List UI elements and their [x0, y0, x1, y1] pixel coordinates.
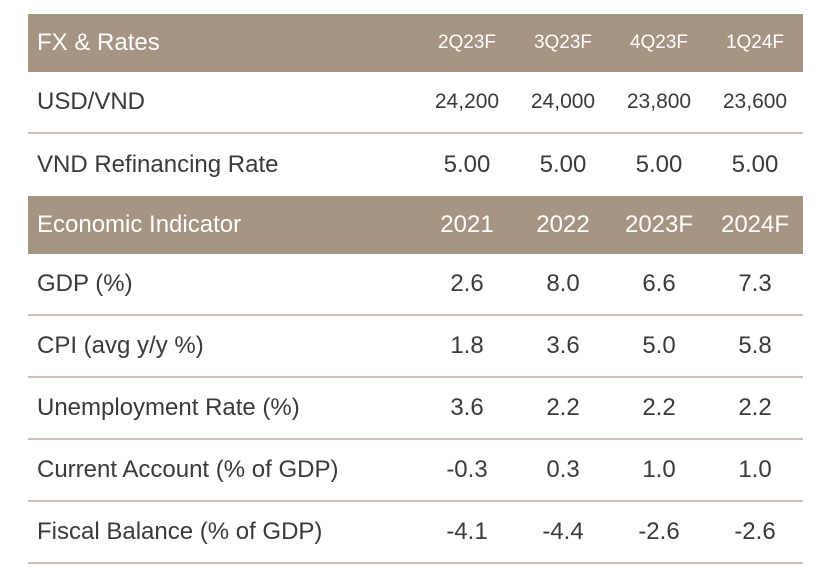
table-row: CPI (avg y/y %) 1.8 3.6 5.0 5.8 — [28, 316, 803, 378]
column-header: 3Q23F — [533, 32, 593, 53]
column-header: 2023F — [624, 211, 694, 238]
table-cell: 5.00 — [539, 151, 587, 178]
table-row: Current Account (% of GDP) -0.3 0.3 1.0 … — [28, 440, 803, 502]
row-label: USD/VND — [37, 88, 146, 115]
column-header: 2022 — [536, 211, 590, 238]
table-cell: 5.0 — [642, 332, 676, 359]
table-row: USD/VND 24,200 24,000 23,800 23,600 — [28, 72, 803, 134]
column-header: 1Q24F — [725, 32, 785, 53]
column-header: 2021 — [440, 211, 494, 238]
table-cell: -2.6 — [734, 518, 776, 545]
table-cell: 24,000 — [530, 90, 596, 113]
table-cell: 2.6 — [450, 270, 484, 297]
forecast-table: FX & Rates 2Q23F 3Q23F 4Q23F 1Q24F USD/V… — [28, 14, 803, 564]
row-label: Current Account (% of GDP) — [37, 456, 339, 483]
table-cell: 0.3 — [546, 456, 580, 483]
table-row: GDP (%) 2.6 8.0 6.6 7.3 — [28, 254, 803, 316]
table-cell: 8.0 — [546, 270, 580, 297]
row-label: Unemployment Rate (%) — [37, 394, 300, 421]
table-row: VND Refinancing Rate 5.00 5.00 5.00 5.00 — [28, 134, 803, 196]
table-cell: -4.4 — [542, 518, 584, 545]
table-cell: 2.2 — [738, 394, 772, 421]
table-cell: 23,600 — [722, 90, 788, 113]
table-cell: 5.00 — [731, 151, 779, 178]
table-cell: 7.3 — [738, 270, 772, 297]
table-cell: 24,200 — [434, 90, 500, 113]
column-header: 2Q23F — [437, 32, 497, 53]
fx-rates-header-label: FX & Rates — [37, 29, 160, 56]
table-cell: 1.8 — [450, 332, 484, 359]
table-cell: 6.6 — [642, 270, 676, 297]
table-cell: 5.00 — [635, 151, 683, 178]
table-cell: -0.3 — [446, 456, 488, 483]
table-cell: -4.1 — [446, 518, 488, 545]
row-label: Fiscal Balance (% of GDP) — [37, 518, 323, 545]
table-cell: 3.6 — [546, 332, 580, 359]
fx-rates-header-row: FX & Rates 2Q23F 3Q23F 4Q23F 1Q24F — [28, 14, 803, 72]
economic-indicator-header-label: Economic Indicator — [37, 211, 242, 238]
table-cell: -2.6 — [638, 518, 680, 545]
row-label: CPI (avg y/y %) — [37, 332, 204, 359]
table-row: Unemployment Rate (%) 3.6 2.2 2.2 2.2 — [28, 378, 803, 440]
economic-indicator-header-row: Economic Indicator 2021 2022 2023F 2024F — [28, 196, 803, 254]
table-cell: 2.2 — [546, 394, 580, 421]
table-row: Fiscal Balance (% of GDP) -4.1 -4.4 -2.6… — [28, 502, 803, 564]
column-header: 2024F — [720, 211, 790, 238]
table-cell: 2.2 — [642, 394, 676, 421]
table-cell: 5.8 — [738, 332, 772, 359]
row-label: VND Refinancing Rate — [37, 151, 279, 178]
table-cell: 3.6 — [450, 394, 484, 421]
table-cell: 1.0 — [738, 456, 772, 483]
table-cell: 5.00 — [443, 151, 491, 178]
table-cell: 23,800 — [626, 90, 692, 113]
table-cell: 1.0 — [642, 456, 676, 483]
column-header: 4Q23F — [629, 32, 689, 53]
row-label: GDP (%) — [37, 270, 133, 297]
